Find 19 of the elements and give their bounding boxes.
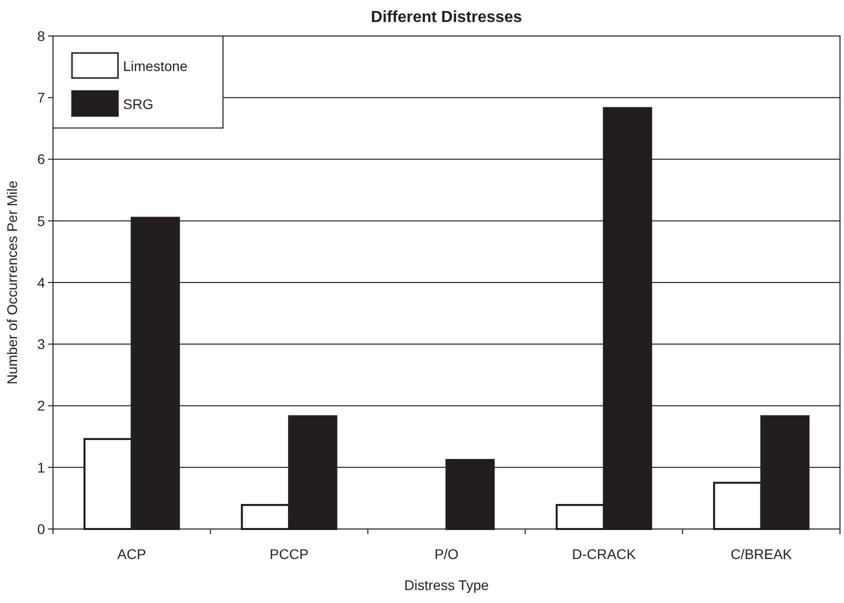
y-tick-label: 4 xyxy=(37,274,46,290)
x-axis-title: Distress Type xyxy=(404,577,489,593)
y-tick-label: 3 xyxy=(37,336,46,352)
x-tick-label: PCCP xyxy=(270,546,309,562)
y-tick-label: 2 xyxy=(37,398,46,414)
legend-label: SRG xyxy=(123,96,154,112)
y-axis-title: Number of Occurrences Per Mile xyxy=(4,180,20,384)
x-tick-label: P/O xyxy=(434,546,459,562)
y-tick-label: 1 xyxy=(37,459,46,476)
x-tick-label: ACP xyxy=(117,546,146,562)
y-tick-label: 7 xyxy=(37,90,46,106)
y-tick-label: 0 xyxy=(37,520,46,537)
chart-title: Different Distresses xyxy=(370,9,522,26)
y-tick-label: 8 xyxy=(37,28,46,44)
y-tick-label: 6 xyxy=(37,151,46,168)
x-tick-label: D-CRACK xyxy=(572,546,636,562)
legend-label: Limestone xyxy=(123,58,188,74)
y-tick-label: 5 xyxy=(37,212,46,229)
x-tick-label: C/BREAK xyxy=(730,546,793,562)
